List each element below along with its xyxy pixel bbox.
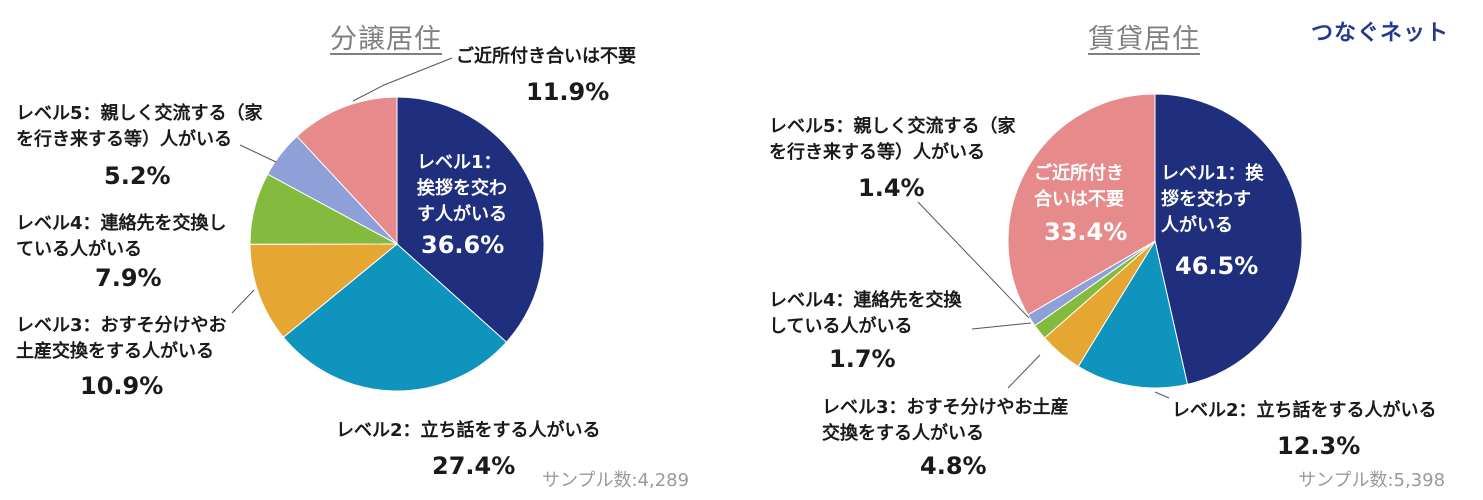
pie1-label-level3: レベル3：おすそ分けやお 土産交換をする人がいる (16, 313, 227, 365)
left-chart-title: 分譲居住 (330, 24, 442, 55)
pie2-label-level5: レベル5：親しく交流する（家 を行き来する等）人がいる (769, 114, 1016, 166)
pie2-label-level4: レベル4：連絡先を交換 している人がいる (769, 288, 962, 340)
pie2-value-level2: 12.3% (1277, 432, 1361, 460)
pie2-label-level1-line: レベル1：挨 (1161, 163, 1264, 184)
pie2-label-none: ご近所付き合いは不要 (1034, 161, 1124, 213)
pie1-slice-none (296, 96, 398, 246)
pie1-label-level1: レベル1： 挨拶を交わす人がいる (417, 150, 507, 228)
pie1-label-level4-line: ている人がいる (16, 239, 142, 260)
pie1-label-level1-line: 挨拶を交わ (417, 178, 507, 199)
pie2-label-level3-line: 交換をする人がいる (822, 423, 984, 444)
pie2-label-none-line: ご近所付き (1034, 163, 1124, 184)
pie1-label-level2-line: レベル2：立ち話をする人がいる (336, 420, 601, 441)
pie1-slice-level1 (396, 96, 545, 343)
pie2-label-level2-line: レベル2：立ち話をする人がいる (1172, 400, 1437, 421)
pie1-label-level1-line: レベル1： (417, 152, 502, 173)
pie2-slice-level1 (1154, 93, 1303, 385)
pie1-value-level2: 27.4% (432, 452, 516, 480)
pie2-leader-line (1154, 391, 1170, 399)
pie2-label-level1-line: 拶を交わす (1161, 189, 1251, 210)
pie1-slice-level3 (249, 243, 399, 338)
pie1-leader-line (352, 57, 453, 102)
pie1-label-level4-line: レベル4：連絡先を交換し (16, 213, 227, 234)
pie1-leader-line (231, 289, 255, 314)
pie1-value-level4: 7.9% (95, 264, 162, 292)
right-chart-title: 賃貸居住 (1088, 24, 1200, 55)
left-sample-size: サンプル数:4,289 (542, 470, 690, 491)
pie2-label-none-line: 合いは不要 (1034, 189, 1124, 210)
pie1-slice-level2 (282, 243, 508, 392)
pie1-label-level3-line: レベル3：おすそ分けやお (16, 315, 227, 336)
pie2-value-none: 33.4% (1044, 218, 1128, 246)
pie1-label-none: ご近所付き合いは不要 (456, 44, 636, 70)
pie1-label-level3-line: 土産交換をする人がいる (16, 341, 214, 362)
pie2-value-level4: 1.7% (829, 345, 896, 373)
pie1-label-level1-line: す人がいる (417, 204, 507, 225)
pie1-value-level5: 5.2% (104, 162, 171, 190)
pie2-leader-line (971, 322, 1032, 330)
pie1-label-level5-line: レベル5：親しく交流する（家 (16, 103, 263, 124)
pie2-slice-none (1007, 93, 1156, 316)
pie2-label-level4-line: レベル4：連絡先を交換 (769, 290, 962, 311)
pie1-label-level5-line: を行き来する等）人がいる (16, 129, 232, 150)
pie2-leader-line (917, 201, 1030, 319)
pie2-label-level2: レベル2：立ち話をする人がいる (1172, 398, 1437, 424)
pie1-value-none: 11.9% (526, 78, 610, 106)
pie2-label-level5-line: を行き来する等）人がいる (769, 142, 985, 163)
pie2-label-level1: レベル1：挨 拶を交わす人がいる (1161, 161, 1264, 239)
pie2-label-level3: レベル3：おすそ分けやお土産 交換をする人がいる (822, 395, 1069, 447)
brand-logo: つなぐネット (1311, 21, 1450, 46)
pie1-label-level5: レベル5：親しく交流する（家 を行き来する等）人がいる (16, 101, 263, 153)
pie1-value-level1: 36.6% (421, 231, 505, 259)
pie2-value-level1: 46.5% (1175, 252, 1259, 280)
pie2-label-level4-line: している人がいる (769, 316, 913, 337)
pie1-label-level4: レベル4：連絡先を交換し ている人がいる (16, 211, 227, 263)
right-sample-size: サンプル数:5,398 (1298, 470, 1446, 491)
pie1-label-level2: レベル2：立ち話をする人がいる (336, 418, 601, 444)
pie1-value-level3: 10.9% (80, 372, 164, 400)
pie2-value-level5: 1.4% (858, 174, 925, 202)
pie2-label-level3-line: レベル3：おすそ分けやお土産 (822, 397, 1069, 418)
pie2-value-level3: 4.8% (920, 452, 987, 480)
pie2-slice-level2 (1077, 239, 1189, 389)
pie2-label-level1-line: 人がいる (1161, 215, 1233, 236)
pie1-leader-line (239, 144, 277, 163)
pie2-leader-line (1007, 354, 1041, 389)
pie2-label-level5-line: レベル5：親しく交流する（家 (769, 116, 1016, 137)
pie1-label-none-line: ご近所付き合いは不要 (456, 46, 636, 67)
